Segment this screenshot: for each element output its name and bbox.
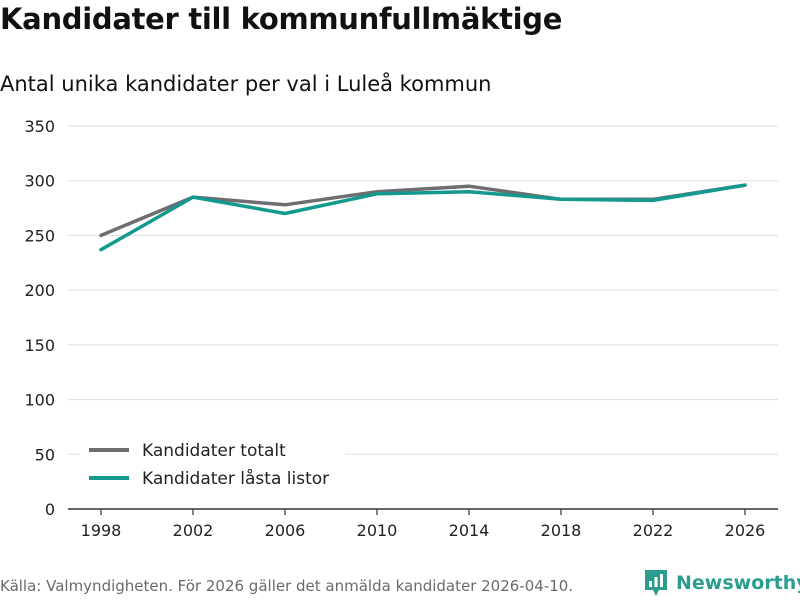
legend-total-label: Kandidater totalt [142, 441, 286, 461]
brand-logo: Newsworthy [644, 569, 800, 597]
legend-background [80, 432, 345, 492]
x-tick-label-2002: 2002 [173, 521, 214, 540]
y-tick-label-50: 50 [35, 445, 55, 464]
y-tick-label-100: 100 [24, 391, 55, 410]
brand-name: Newsworthy [676, 572, 800, 594]
x-tick-label-2026: 2026 [725, 521, 766, 540]
series-line-locked [99, 183, 747, 252]
x-tick-label-1998: 1998 [81, 521, 122, 540]
chart-subtitle: Antal unika kandidater per val i Luleå k… [0, 72, 492, 96]
y-tick-label-150: 150 [24, 336, 55, 355]
x-tick-label-2006: 2006 [265, 521, 306, 540]
x-tick-label-2014: 2014 [449, 521, 490, 540]
legend-locked-label: Kandidater låsta listor [142, 468, 329, 489]
x-tick-label-2010: 2010 [357, 521, 398, 540]
y-tick-label-200: 200 [24, 281, 55, 300]
chart-title: Kandidater till kommunfullmäktige [0, 2, 563, 36]
y-tick-label-350: 350 [24, 117, 55, 136]
x-tick-label-2018: 2018 [541, 521, 582, 540]
y-tick-label-250: 250 [24, 226, 55, 245]
x-tick-label-2022: 2022 [633, 521, 674, 540]
y-tick-label-300: 300 [24, 172, 55, 191]
y-tick-label-0: 0 [45, 500, 55, 519]
newsworthy-logo-icon [645, 570, 667, 596]
source-note: Källa: Valmyndigheten. För 2026 gäller d… [0, 577, 574, 595]
